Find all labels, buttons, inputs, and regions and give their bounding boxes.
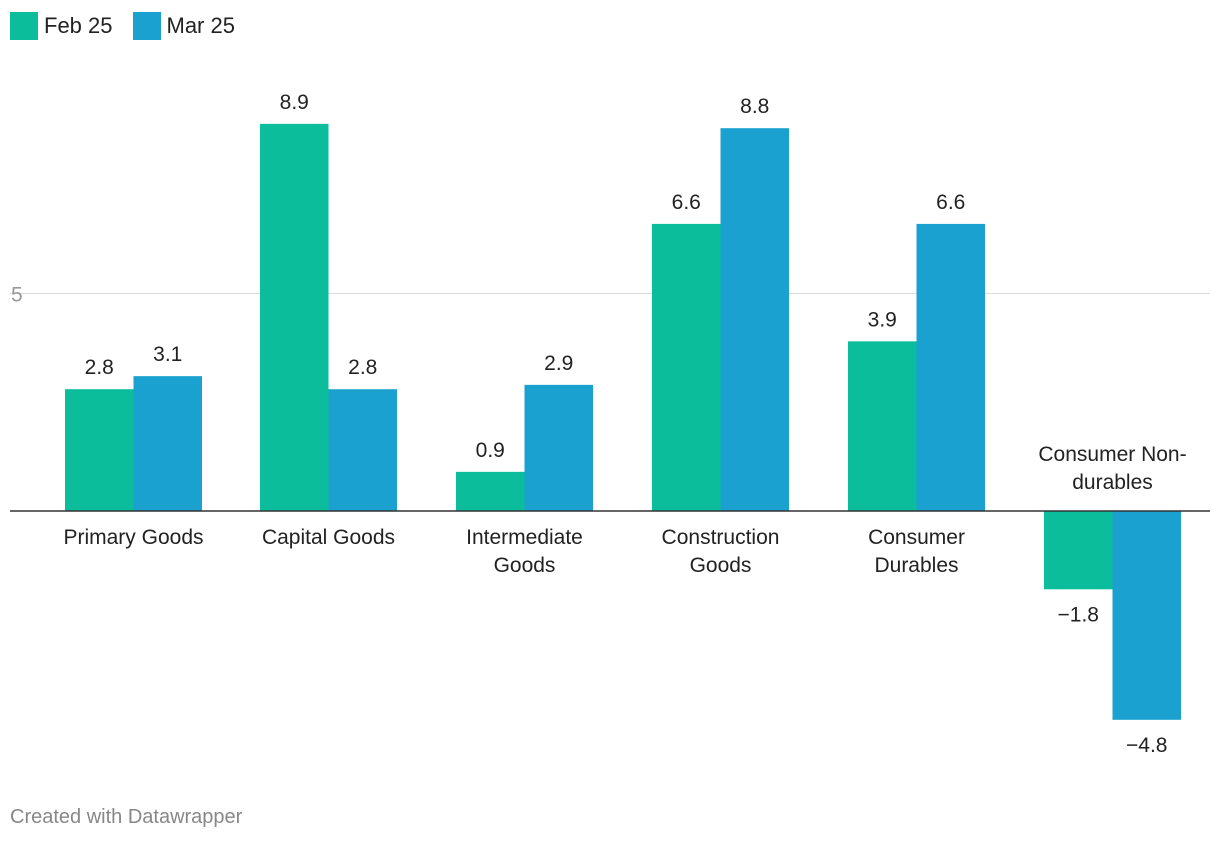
category-label-line: Durables	[874, 554, 958, 577]
category-label: Primary Goods	[63, 526, 203, 549]
bar	[916, 223, 985, 511]
legend: Feb 25 Mar 25	[10, 10, 255, 42]
data-label: 2.9	[544, 352, 573, 375]
data-label: −4.8	[1126, 734, 1167, 757]
bar	[524, 384, 593, 511]
bar	[456, 471, 525, 511]
y-tick-label: 5	[11, 284, 23, 307]
data-label: 8.9	[280, 91, 309, 114]
category-label-line: Consumer	[868, 526, 965, 549]
bar	[848, 341, 917, 511]
category-label: Construction Goods	[662, 526, 780, 577]
category-label-line: Consumer Non-	[1038, 443, 1186, 466]
bar	[1044, 511, 1113, 590]
legend-item-mar-25: Mar 25	[132, 12, 235, 40]
data-label: 8.8	[740, 95, 769, 118]
bar	[65, 389, 134, 511]
data-label: 2.8	[348, 356, 377, 379]
category-label-line: Goods	[494, 554, 556, 577]
category-label-line: durables	[1072, 471, 1153, 494]
bar	[133, 376, 202, 511]
data-label: 3.1	[153, 343, 182, 366]
category-label: Consumer Non-durables	[1038, 443, 1186, 494]
category-label: Intermediate Goods	[466, 526, 583, 577]
data-label: −1.8	[1058, 603, 1099, 626]
category-label-line: Construction	[662, 526, 780, 549]
category-label-line: Goods	[690, 554, 752, 577]
data-label: 6.6	[672, 191, 701, 214]
category-label: Consumer Durables	[868, 526, 965, 577]
legend-swatch-feb-25	[10, 12, 38, 40]
data-label: 2.8	[85, 356, 114, 379]
bar	[328, 389, 397, 511]
data-label: 6.6	[936, 191, 965, 214]
footer-credit: Created with Datawrapper	[10, 806, 243, 828]
bar	[1112, 511, 1181, 720]
category-label-line: Primary Goods	[63, 526, 203, 549]
bar-chart: 5 2.8 8.9 0.9 6.6 3.9 −1.8 3.1 2.8 2.9 8.8 6.6 −4.8 P…	[10, 91, 1210, 757]
legend-label-feb-25: Feb 25	[44, 13, 113, 38]
category-label-line: Intermediate	[466, 526, 583, 549]
legend-label-mar-25: Mar 25	[166, 13, 235, 38]
bar	[652, 223, 721, 511]
data-label: 0.9	[476, 439, 505, 462]
bar	[260, 123, 329, 511]
bar	[720, 128, 789, 511]
category-label-line: Capital Goods	[262, 526, 395, 549]
category-label: Capital Goods	[262, 526, 395, 549]
data-label: 3.9	[868, 308, 897, 331]
legend-swatch-mar-25	[132, 12, 161, 40]
legend-item-feb-25: Feb 25	[10, 12, 113, 40]
